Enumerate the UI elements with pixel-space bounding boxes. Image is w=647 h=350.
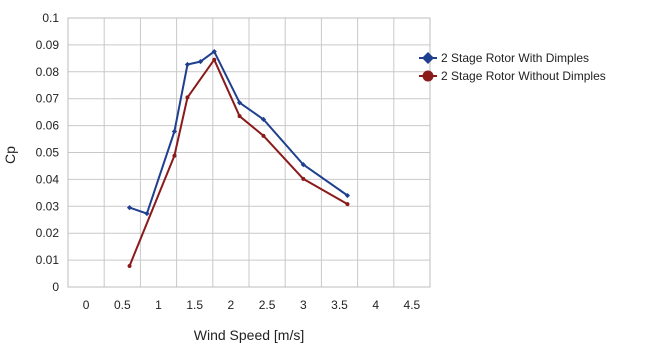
data-point — [301, 176, 306, 181]
data-point — [144, 210, 150, 217]
y-tick-label: 0.08 — [36, 65, 60, 79]
grid — [67, 17, 431, 288]
x-tick-label: 2.5 — [259, 298, 276, 312]
series-line — [128, 58, 348, 267]
series-without-dimples — [127, 57, 350, 269]
data-point — [127, 264, 132, 269]
data-point — [344, 192, 351, 199]
data-point — [171, 128, 178, 135]
legend-item-without-dimples: 2 Stage Rotor Without Dimples — [419, 69, 606, 83]
y-tick-label: 0.05 — [36, 146, 60, 160]
data-point — [197, 58, 204, 65]
data-point — [211, 49, 217, 55]
legend-item-with-dimples: 2 Stage Rotor With Dimples — [419, 51, 589, 65]
x-tick-label: 0 — [83, 298, 90, 312]
y-tick-label: 0.01 — [36, 253, 60, 267]
series-group — [126, 49, 351, 269]
series-with-dimples — [126, 49, 351, 217]
x-tick-label: 0.5 — [114, 298, 131, 312]
y-tick-label: 0.1 — [42, 11, 59, 25]
y-axis-label: Cp — [2, 146, 18, 164]
legend-marker-diamond — [422, 52, 434, 64]
y-tick-label: 0.03 — [36, 199, 60, 213]
plot-border — [67, 17, 431, 288]
data-point — [261, 133, 266, 138]
data-point — [172, 153, 177, 158]
y-tick-label: 0.06 — [36, 119, 60, 133]
y-tick-labels: 0 0.01 0.02 0.03 0.04 0.05 0.06 0.07 0.08 0.09 0.1 — [36, 11, 60, 294]
data-point — [300, 162, 306, 168]
legend: 2 Stage Rotor With Dimples 2 Stage Rotor… — [419, 51, 606, 83]
y-tick-label: 0.07 — [36, 92, 60, 106]
legend-label-without-dimples: 2 Stage Rotor Without Dimples — [441, 69, 606, 83]
x-tick-label: 1 — [155, 298, 162, 312]
data-point — [126, 205, 133, 211]
y-tick-label: 0.04 — [36, 172, 60, 186]
x-tick-label: 1.5 — [186, 298, 203, 312]
y-tick-label: 0 — [52, 280, 59, 294]
x-tick-label: 4 — [372, 298, 379, 312]
x-tick-label: 2 — [228, 298, 235, 312]
data-point — [212, 57, 217, 62]
data-point — [237, 114, 242, 119]
x-tick-label: 4.5 — [404, 298, 421, 312]
data-point — [185, 95, 190, 100]
data-point — [260, 116, 267, 123]
series-line — [129, 50, 349, 215]
y-tick-label: 0.02 — [36, 226, 60, 240]
plot-frame — [67, 17, 431, 288]
data-point — [184, 61, 191, 68]
data-point — [345, 202, 350, 207]
data-point — [236, 100, 243, 106]
x-tick-label: 3 — [300, 298, 307, 312]
y-tick-label: 0.09 — [36, 38, 60, 52]
x-tick-label: 3.5 — [331, 298, 348, 312]
legend-marker-circle — [422, 70, 434, 82]
x-axis-label: Wind Speed [m/s] — [194, 327, 305, 343]
x-tick-labels: 0 0.5 1 1.5 2 2.5 3 3.5 4 4.5 — [83, 298, 421, 312]
legend-label-with-dimples: 2 Stage Rotor With Dimples — [441, 51, 589, 65]
